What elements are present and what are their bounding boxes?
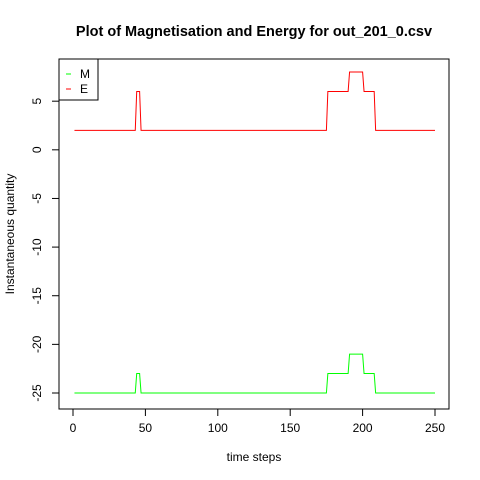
series-layer [74,71,435,394]
x-tick-label: 200 [353,421,373,435]
chart-title: Plot of Magnetisation and Energy for out… [76,24,432,40]
x-tick-label: 50 [139,421,153,435]
plot-frame [58,58,450,410]
y-axis-label: Instantaneous quantity [3,174,17,295]
y-tick-label: -25 [30,384,44,402]
y-tick-label: -10 [30,238,44,256]
x-tick-label: 250 [425,421,445,435]
x-tick-label: 100 [208,421,228,435]
y-axis: -25 -20 -15 -10 -5 0 5 [30,98,60,402]
x-tick-label: 150 [280,421,300,435]
x-axis: 0 50 100 150 200 250 [70,408,445,435]
legend-label-E: E [80,82,88,96]
y-tick-label: -15 [30,287,44,305]
y-tick-label: 5 [30,98,44,105]
series-line-E [74,71,435,131]
y-tick-label: -20 [30,335,44,353]
x-axis-label: time steps [227,450,282,464]
x-tick-label: 0 [70,421,77,435]
y-tick-label: -5 [30,193,44,204]
legend: ME [58,58,99,101]
y-tick-label: 0 [30,146,44,153]
legend-box [58,58,99,101]
legend-label-M: M [80,67,90,81]
series-line-M [74,353,435,394]
